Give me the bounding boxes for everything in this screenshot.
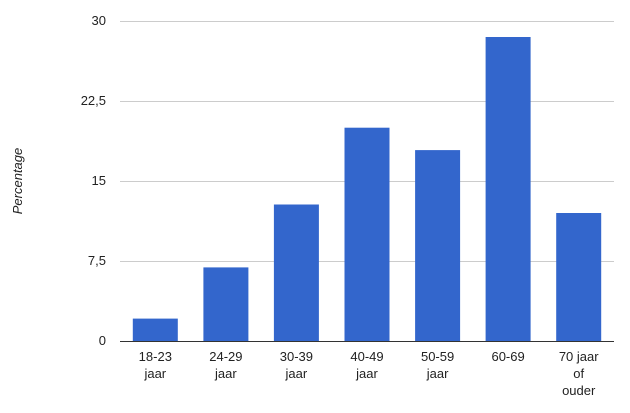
y-axis-title: Percentage — [10, 148, 25, 215]
bar[interactable] — [485, 37, 531, 341]
y-tick-label: 30 — [92, 13, 106, 28]
x-category-label-line: 60-69 — [491, 349, 524, 364]
bar[interactable] — [273, 204, 319, 342]
x-category-label-line: jaar — [143, 366, 166, 381]
x-category-label-line: jaar — [355, 366, 378, 381]
y-tick-labels: 0 7,5 15 22,5 30 — [81, 13, 106, 348]
x-category-label-line: 30-39 — [280, 349, 313, 364]
y-tick-label: 22,5 — [81, 93, 106, 108]
x-category-label-line: 40-49 — [350, 349, 383, 364]
x-category-label: 50-59 jaar — [421, 349, 454, 381]
x-category-label: 24-29 jaar — [209, 349, 242, 381]
y-tick-label: 0 — [99, 333, 106, 348]
x-category-label-line: 50-59 — [421, 349, 454, 364]
y-tick-label: 15 — [92, 173, 106, 188]
bar[interactable] — [203, 267, 249, 341]
bar[interactable] — [132, 318, 178, 341]
x-category-label-line: of — [573, 366, 584, 381]
x-category-label-line: jaar — [285, 366, 308, 381]
x-category-label: 18-23 jaar — [139, 349, 172, 381]
x-category-label-line: 70 jaar — [559, 349, 599, 364]
x-category-label-line: jaar — [214, 366, 237, 381]
x-category-label: 40-49 jaar — [350, 349, 383, 381]
bar[interactable] — [344, 127, 390, 341]
bar[interactable] — [415, 150, 461, 341]
x-category-label: 30-39 jaar — [280, 349, 313, 381]
x-category-label: 60-69 — [491, 349, 524, 364]
y-tick-label: 7,5 — [88, 253, 106, 268]
x-category-label: 70 jaar of ouder — [559, 349, 599, 398]
x-category-label-line: 18-23 — [139, 349, 172, 364]
x-category-label-line: jaar — [426, 366, 449, 381]
x-category-label-line: ouder — [562, 383, 596, 398]
x-category-label-line: 24-29 — [209, 349, 242, 364]
bar[interactable] — [556, 213, 602, 341]
bars — [132, 37, 602, 342]
